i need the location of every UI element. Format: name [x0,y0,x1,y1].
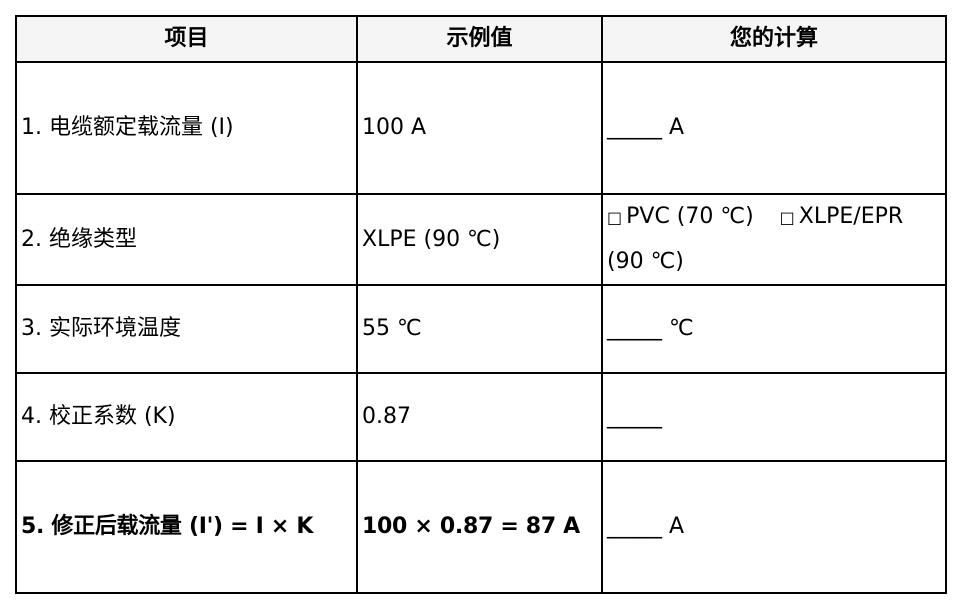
item-cell: 4. 校正系数 (K) [15,372,358,462]
option-label: XLPE/EPR (90 ℃) [607,204,904,274]
item-cell: 2. 绝缘类型 [15,193,358,286]
item-cell: 3. 实际环境温度 [15,284,358,374]
option-label: PVC (70 ℃) [626,204,754,229]
item-cell: 5. 修正后载流量 (I') = I × K [15,460,358,594]
table-row: 4. 校正系数 (K) 0.87 _____ [15,372,947,462]
example-cell: 55 ℃ [356,284,603,374]
table-row: 3. 实际环境温度 55 ℃ _____ ℃ [15,284,947,374]
calc-cell[interactable]: _____ [601,372,947,462]
header-example: 示例值 [356,15,603,63]
option-xlpe[interactable]: □ XLPE/EPR (90 ℃) [607,204,903,274]
table-row: 2. 绝缘类型 XLPE (90 ℃) □ PVC (70 ℃) □ XLPE/EPR… [15,193,947,286]
item-cell: 1. 电缆额定载流量 (I) [15,61,358,195]
table-row: 5. 修正后载流量 (I') = I × K 100 × 0.87 = 87 A… [15,460,947,594]
example-cell: 100 A [356,61,603,195]
example-cell: 100 × 0.87 = 87 A [356,460,603,594]
table-row: 1. 电缆额定载流量 (I) 100 A _____ A [15,61,947,195]
example-cell: 0.87 [356,372,603,462]
header-calc: 您的计算 [601,15,947,63]
calculation-table: 项目 示例值 您的计算 1. 电缆额定载流量 (I) 100 A _____ A… [15,15,947,594]
header-row: 项目 示例值 您的计算 [15,15,947,63]
checkbox-icon[interactable]: □ [607,208,623,227]
calc-cell[interactable]: _____ A [601,61,947,195]
option-pvc[interactable]: □ PVC (70 ℃) [607,204,754,229]
header-item: 项目 [15,15,358,63]
calc-cell[interactable]: _____ A [601,460,947,594]
calc-cell[interactable]: _____ ℃ [601,284,947,374]
checkbox-icon[interactable]: □ [779,208,795,227]
calc-cell: □ PVC (70 ℃) □ XLPE/EPR (90 ℃) [601,193,947,286]
example-cell: XLPE (90 ℃) [356,193,603,286]
